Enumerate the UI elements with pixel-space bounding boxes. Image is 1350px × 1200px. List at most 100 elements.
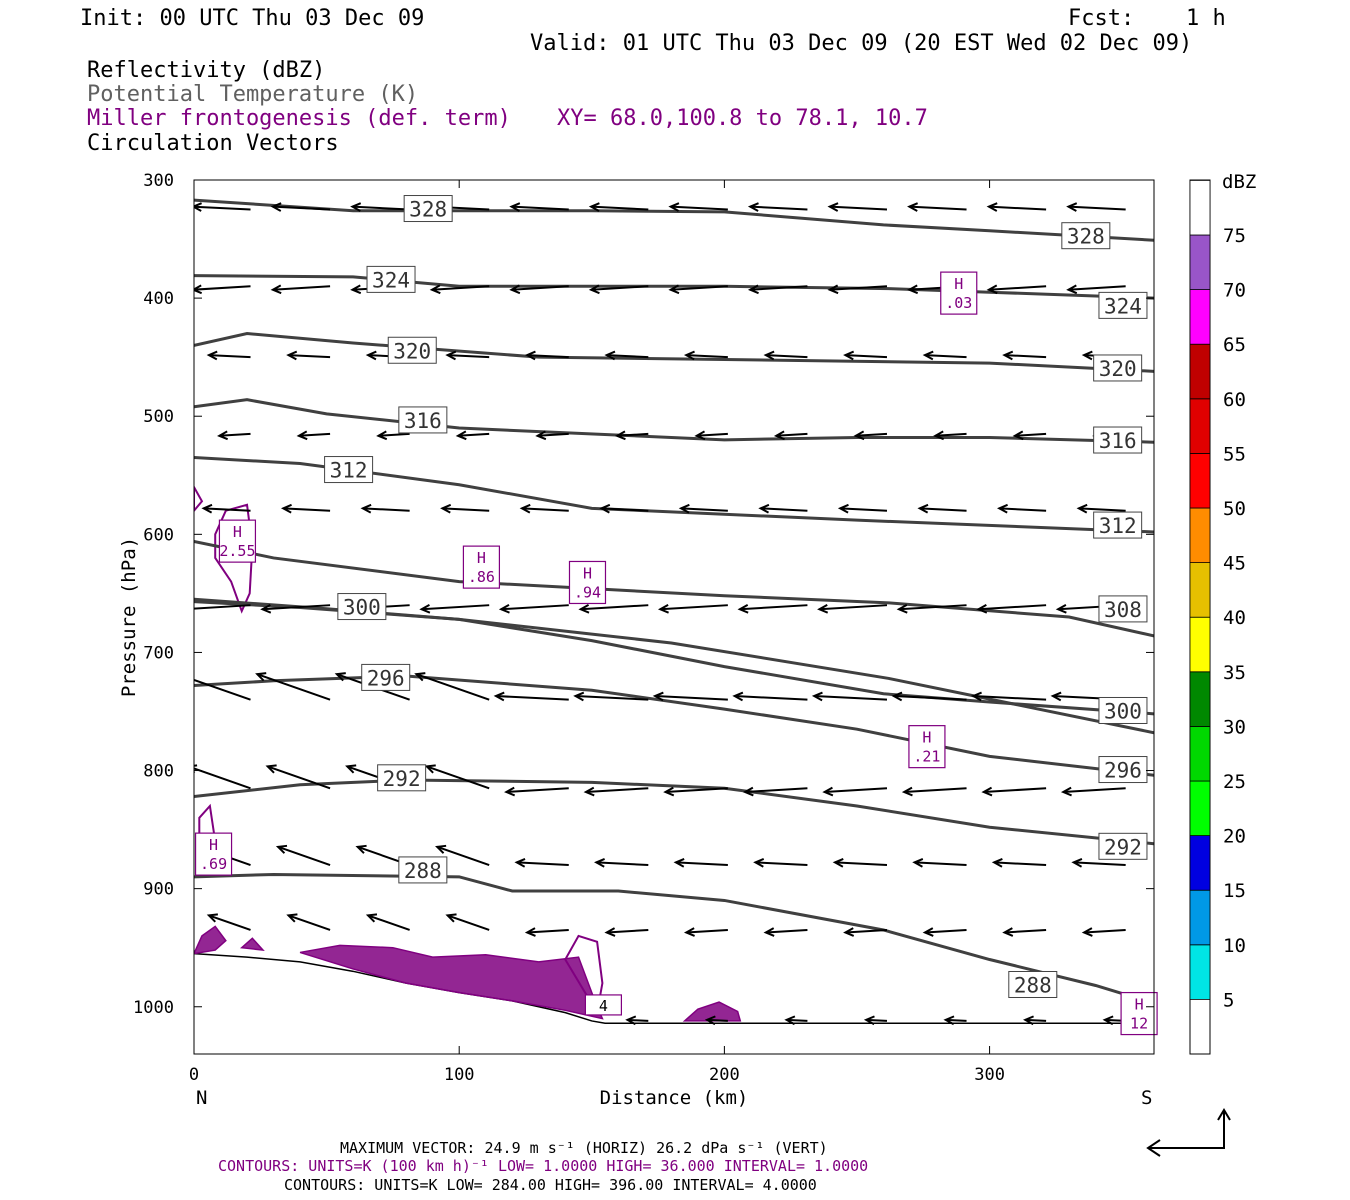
circulation-vector: [275, 844, 331, 866]
circulation-vector: [981, 786, 1047, 797]
circulation-vector: [365, 913, 410, 931]
circulation-vector: [827, 202, 888, 212]
isentrope-label-292: 292: [1098, 832, 1148, 860]
colorbar-swatch: [1189, 343, 1211, 400]
circulation-vector: [1081, 927, 1126, 937]
isentrope-label-328: 328: [403, 195, 453, 223]
isentrope-label-316: 316: [398, 406, 448, 434]
circulation-vector: [217, 430, 251, 441]
isentrope-label-320: 320: [387, 336, 437, 364]
circulation-vector: [524, 927, 569, 937]
circulation-vector: [286, 350, 331, 361]
circulation-vector: [773, 430, 808, 441]
circulation-vector: [997, 503, 1047, 514]
circulation-vector: [194, 678, 251, 701]
frontogenesis-region: [299, 944, 604, 1020]
colorbar-level-label: 20: [1223, 826, 1246, 848]
circulation-vector: [843, 350, 888, 361]
circulation-vector: [429, 284, 490, 295]
colorbar-level-label: 45: [1223, 553, 1246, 575]
circulation-vector: [896, 603, 967, 614]
isentrope-label-288: 288: [398, 856, 448, 884]
circulation-vector: [891, 691, 967, 702]
colorbar-swatch: [1189, 671, 1211, 727]
y-tick-label: 900: [143, 880, 174, 900]
frontogenesis-max: H.21: [908, 725, 946, 769]
colorbar-swatch: [1189, 234, 1211, 290]
x-axis-title: Distance (km): [600, 1087, 749, 1109]
circulation-vector: [763, 927, 808, 937]
isentrope-308: [194, 539, 1154, 638]
colorbar-title: dBZ: [1222, 171, 1256, 193]
circulation-vector: [286, 913, 331, 931]
frontogenesis-max: H.94: [568, 560, 607, 605]
x-tick-label: 100: [444, 1065, 475, 1085]
colorbar-swatch: [1189, 944, 1211, 1000]
isentrope-label-300: 300: [337, 593, 387, 621]
fcst-value: 1 h: [1186, 6, 1226, 31]
isentrope-label-text: 308: [1104, 598, 1142, 622]
circulation-vector: [1023, 1015, 1047, 1026]
colorbar-level-label: 15: [1223, 880, 1246, 902]
circulation-vector: [445, 350, 490, 361]
frontogenesis-max-symbol: H: [583, 564, 592, 582]
circulation-vector: [296, 430, 331, 441]
isentrope-label-text: 320: [393, 339, 431, 363]
circulation-vector: [604, 927, 649, 937]
frontogenesis-max: H.69: [194, 832, 233, 876]
y-tick-label: 500: [143, 407, 174, 427]
frontogenesis-max-value: 2.55: [219, 542, 255, 560]
circulation-vector: [737, 603, 808, 614]
circulation-vector: [822, 786, 888, 797]
circulation-vector: [206, 913, 251, 931]
isentrope-label-text: 324: [372, 268, 410, 292]
circulation-vector: [519, 503, 569, 514]
isentrope-label-292: 292: [377, 764, 427, 792]
circulation-vector: [912, 858, 967, 868]
isentrope-316: [194, 398, 1154, 444]
circulation-vector: [986, 202, 1047, 212]
circulation-vector: [1012, 430, 1047, 441]
circulation-vector: [663, 786, 728, 797]
circulation-vector: [194, 284, 251, 295]
field-theta: Potential Temperature (K): [87, 82, 418, 107]
circulation-vector: [424, 764, 490, 790]
x-tick-label: 300: [974, 1065, 1005, 1085]
colorbar-level-label: 25: [1223, 771, 1246, 793]
frontogenesis-max-symbol: H: [477, 549, 486, 567]
x-start-label: N: [196, 1087, 207, 1109]
frontogenesis-max: H.03: [940, 271, 978, 315]
circulation-vector: [414, 672, 490, 701]
frontogenesis-max-symbol: H: [954, 275, 963, 293]
colorbar-swatch: [1189, 507, 1211, 563]
field-vectors: Circulation Vectors: [87, 131, 339, 156]
circulation-vector: [445, 913, 490, 931]
colorbar-level-label: 30: [1223, 716, 1246, 738]
colorbar-level-label: 5: [1223, 989, 1234, 1011]
circulation-vector: [863, 1015, 888, 1026]
circulation-vector: [206, 350, 251, 361]
y-tick-label: 1000: [133, 998, 174, 1018]
circulation-vector: [435, 844, 490, 866]
frontogenesis-max-value: 4: [599, 997, 608, 1015]
circulation-vector: [255, 672, 331, 701]
circulation-vector: [837, 503, 888, 514]
y-tick-label: 800: [143, 762, 174, 782]
circulation-vector: [817, 603, 888, 614]
circulation-vector: [594, 858, 649, 868]
colorbar-swatch: [1189, 889, 1211, 946]
isentrope-label-text: 288: [1014, 973, 1052, 997]
xy-endpoints: XY= 68.0,100.8 to 78.1, 10.7: [557, 106, 928, 131]
y-tick-label: 300: [143, 171, 174, 191]
isentrope-label-296: 296: [361, 663, 411, 691]
frontogenesis-region: [194, 925, 227, 955]
circulation-vector: [376, 430, 410, 441]
max-vector-text: MAXIMUM VECTOR: 24.9 m s⁻¹ (HORIZ) 26.2 …: [340, 1139, 828, 1157]
isentrope-label-324: 324: [1098, 291, 1148, 319]
isentrope-label-text: 300: [343, 596, 381, 620]
circulation-vector: [1066, 202, 1126, 212]
frontogenesis-max-symbol: H: [922, 729, 931, 747]
isentrope-label-text: 312: [1099, 514, 1137, 538]
colorbar-swatch: [1189, 780, 1211, 836]
